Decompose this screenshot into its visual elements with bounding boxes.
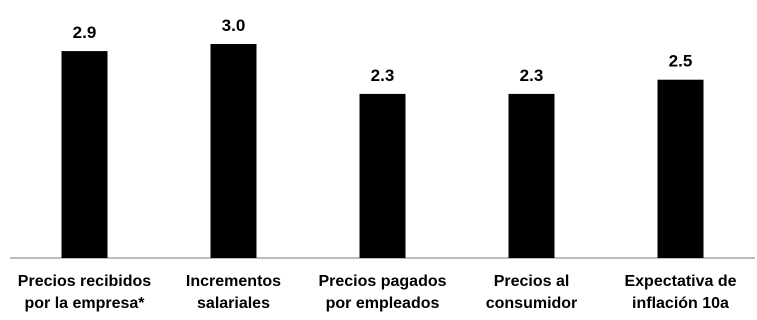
bar — [508, 93, 555, 259]
bar-value-label: 3.0 — [222, 16, 246, 35]
bar-value-label: 2.5 — [669, 52, 693, 71]
bars-group — [61, 44, 704, 259]
category-label: salariales — [197, 295, 270, 312]
bar-value-label: 2.3 — [371, 66, 395, 85]
category-label: por la empresa* — [24, 295, 145, 312]
category-label: consumidor — [486, 295, 578, 312]
bar-value-label: 2.9 — [73, 23, 97, 42]
category-label: por empleados — [326, 295, 440, 312]
bar — [61, 51, 108, 258]
bar — [657, 79, 704, 258]
bar-value-label: 2.3 — [520, 66, 544, 85]
category-label: Precios al — [494, 273, 570, 290]
value-labels-group: 2.9 3.0 2.3 2.3 2.5 — [73, 16, 693, 85]
category-label: inflación 10a — [632, 295, 729, 312]
category-label: Expectativa de — [624, 273, 736, 290]
category-labels-group: Precios recibidos por la empresa* Incremen… — [18, 273, 737, 312]
category-label: Incrementos — [186, 273, 281, 290]
bar — [210, 44, 257, 258]
bar — [359, 93, 406, 259]
category-label: Precios pagados — [318, 273, 446, 290]
category-label: Precios recibidos — [18, 273, 151, 290]
